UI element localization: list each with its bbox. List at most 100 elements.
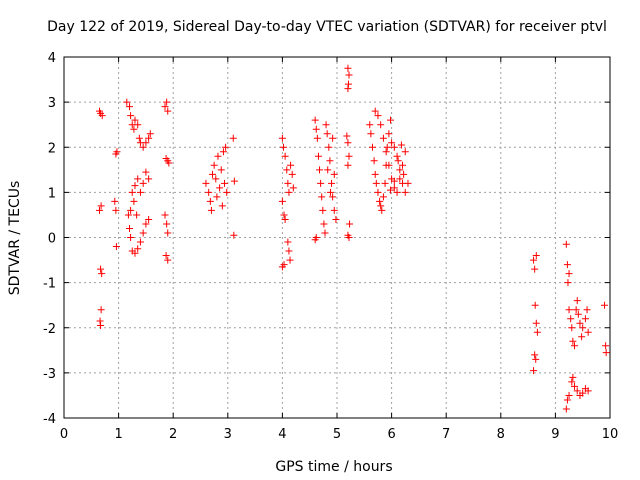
data-point xyxy=(281,215,289,223)
data-point xyxy=(571,342,579,350)
data-point xyxy=(324,166,332,174)
data-point xyxy=(584,387,592,395)
data-point xyxy=(532,355,540,363)
data-point xyxy=(230,177,238,185)
data-point xyxy=(344,85,352,93)
x-axis-label: GPS time / hours xyxy=(275,459,392,475)
data-point xyxy=(142,220,150,228)
y-tick-label: -1 xyxy=(43,277,56,292)
x-tick-label: 7 xyxy=(442,427,450,442)
data-point xyxy=(285,188,293,196)
data-point xyxy=(131,182,139,190)
data-point xyxy=(602,349,610,357)
data-point xyxy=(377,121,385,129)
grid xyxy=(64,57,610,418)
data-point xyxy=(313,134,321,142)
data-point xyxy=(583,306,591,314)
data-point xyxy=(329,193,337,201)
y-tick-label: 1 xyxy=(48,186,56,201)
data-point xyxy=(565,270,573,278)
data-point xyxy=(370,157,378,165)
data-point xyxy=(161,103,169,111)
data-point xyxy=(131,249,139,257)
data-point xyxy=(207,206,215,214)
data-point xyxy=(404,179,412,187)
data-point xyxy=(278,197,286,205)
data-point xyxy=(579,324,587,332)
data-point xyxy=(601,301,609,309)
data-point xyxy=(223,188,231,196)
data-point xyxy=(145,134,153,142)
data-point xyxy=(379,134,387,142)
data-point xyxy=(278,134,286,142)
data-point xyxy=(163,220,171,228)
data-point xyxy=(221,179,229,187)
y-tick-label: 4 xyxy=(48,51,56,66)
data-point xyxy=(113,148,121,156)
data-point xyxy=(343,132,351,140)
data-point xyxy=(311,116,319,124)
data-point xyxy=(217,166,225,174)
data-point xyxy=(128,188,136,196)
data-point xyxy=(371,170,379,178)
data-point xyxy=(162,252,170,260)
data-point xyxy=(320,220,328,228)
y-axis-ticks: 4 3 2 1 0 -1 -2 -3 -4 xyxy=(43,51,610,427)
data-point xyxy=(377,202,385,210)
data-point xyxy=(563,396,571,404)
data-point xyxy=(130,125,138,133)
x-tick-label: 10 xyxy=(602,427,619,442)
data-point xyxy=(571,382,579,390)
data-point xyxy=(218,202,226,210)
data-point xyxy=(230,231,238,239)
x-tick-label: 5 xyxy=(333,427,341,442)
data-point xyxy=(216,184,224,192)
data-point xyxy=(124,211,132,219)
data-point xyxy=(567,315,575,323)
data-point xyxy=(374,188,382,196)
data-point xyxy=(312,234,320,241)
data-point xyxy=(602,342,610,350)
data-point xyxy=(212,175,220,183)
data-point xyxy=(97,321,105,329)
data-point xyxy=(323,130,331,138)
data-point xyxy=(135,134,143,142)
data-point xyxy=(98,270,106,278)
data-point xyxy=(387,186,395,194)
data-point xyxy=(374,112,382,120)
data-point xyxy=(401,188,409,196)
data-point xyxy=(396,166,404,174)
data-point xyxy=(164,229,172,237)
data-point xyxy=(387,116,395,124)
data-point xyxy=(210,161,218,169)
data-point xyxy=(95,206,103,214)
data-point xyxy=(399,161,407,169)
data-point xyxy=(139,179,147,187)
data-point xyxy=(139,229,147,237)
y-tick-label: -4 xyxy=(43,412,56,427)
data-point xyxy=(286,256,294,264)
y-axis-label: SDTVAR / TECUs xyxy=(7,181,23,296)
data-point xyxy=(578,333,586,341)
data-point xyxy=(397,141,405,149)
data-point xyxy=(288,170,296,178)
data-point xyxy=(390,143,398,151)
x-tick-label: 8 xyxy=(497,427,505,442)
data-point xyxy=(127,206,135,214)
data-point xyxy=(165,159,173,167)
data-point xyxy=(284,238,292,246)
data-point xyxy=(531,351,539,359)
data-point xyxy=(530,256,538,264)
data-point xyxy=(383,143,391,151)
data-point xyxy=(390,177,398,185)
data-point xyxy=(533,328,541,336)
data-point xyxy=(134,175,142,183)
data-point xyxy=(329,134,337,142)
data-point xyxy=(97,306,105,314)
data-point xyxy=(134,245,142,253)
data-point xyxy=(283,166,291,174)
data-point xyxy=(344,161,352,169)
data-point xyxy=(371,107,379,115)
data-point xyxy=(379,193,387,201)
data-point xyxy=(372,179,380,187)
